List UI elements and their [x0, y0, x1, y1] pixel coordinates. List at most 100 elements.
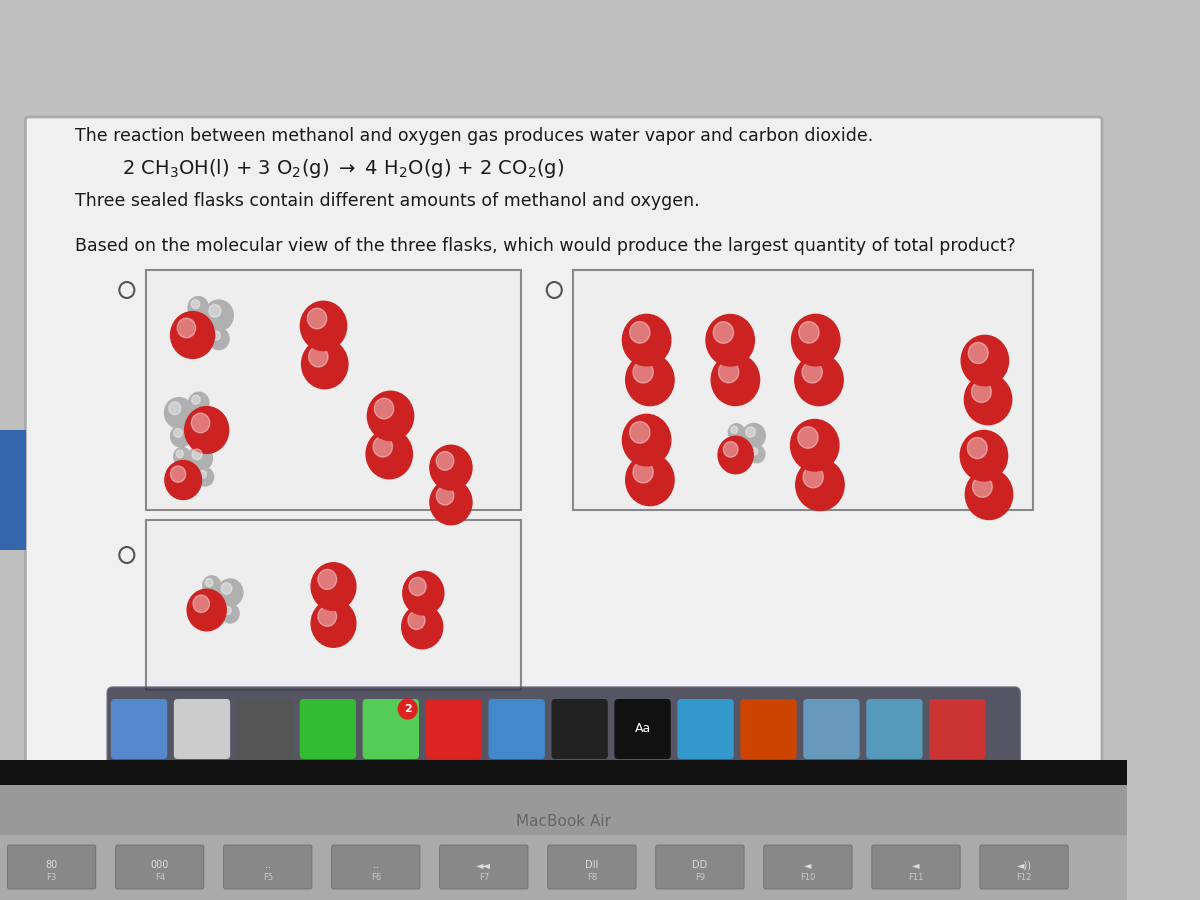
Circle shape: [300, 302, 347, 351]
Text: ..: ..: [373, 860, 379, 870]
FancyBboxPatch shape: [331, 845, 420, 889]
FancyBboxPatch shape: [426, 699, 482, 759]
Circle shape: [718, 436, 754, 473]
Text: 2 CH$_3$OH(l) + 3 O$_2$(g) $\rightarrow$ 4 H$_2$O(g) + 2 CO$_2$(g): 2 CH$_3$OH(l) + 3 O$_2$(g) $\rightarrow$…: [122, 157, 564, 180]
Text: F12: F12: [1016, 874, 1032, 883]
FancyBboxPatch shape: [872, 845, 960, 889]
Circle shape: [960, 430, 1008, 481]
Circle shape: [630, 421, 650, 443]
FancyBboxPatch shape: [110, 699, 167, 759]
Text: 2: 2: [404, 704, 412, 714]
FancyBboxPatch shape: [677, 699, 733, 759]
Text: DII: DII: [586, 860, 599, 870]
Bar: [145, 270, 522, 510]
Circle shape: [430, 446, 472, 490]
Circle shape: [191, 413, 210, 433]
Circle shape: [798, 427, 818, 448]
Circle shape: [197, 468, 214, 486]
Circle shape: [374, 398, 394, 418]
Text: F9: F9: [695, 874, 704, 883]
Text: F4: F4: [155, 874, 164, 883]
Text: F10: F10: [800, 874, 816, 883]
Circle shape: [308, 346, 328, 367]
Circle shape: [632, 462, 653, 483]
FancyBboxPatch shape: [803, 699, 859, 759]
Circle shape: [180, 464, 197, 482]
Text: Aa: Aa: [635, 723, 650, 735]
Circle shape: [437, 452, 454, 471]
FancyBboxPatch shape: [488, 699, 545, 759]
Circle shape: [318, 570, 337, 590]
Circle shape: [174, 428, 182, 437]
Circle shape: [713, 321, 733, 343]
FancyBboxPatch shape: [174, 699, 230, 759]
Circle shape: [217, 579, 242, 607]
Circle shape: [791, 419, 839, 471]
Bar: [574, 270, 1033, 510]
Circle shape: [373, 436, 392, 457]
Circle shape: [187, 414, 208, 436]
Circle shape: [223, 607, 232, 615]
FancyBboxPatch shape: [763, 845, 852, 889]
Text: F8: F8: [587, 874, 596, 883]
FancyBboxPatch shape: [300, 699, 356, 759]
Circle shape: [192, 395, 200, 404]
FancyBboxPatch shape: [107, 687, 1020, 771]
Text: F6: F6: [371, 874, 380, 883]
Circle shape: [178, 319, 196, 338]
Circle shape: [403, 572, 444, 615]
Circle shape: [965, 469, 1013, 519]
Text: ◄)): ◄)): [1016, 860, 1032, 870]
FancyBboxPatch shape: [7, 845, 96, 889]
Text: ◄: ◄: [804, 860, 811, 870]
Text: ◄◄: ◄◄: [476, 860, 491, 870]
Circle shape: [176, 450, 184, 457]
Text: Three sealed flasks contain different amounts of methanol and oxygen.: Three sealed flasks contain different am…: [76, 192, 700, 210]
FancyBboxPatch shape: [547, 845, 636, 889]
Circle shape: [205, 579, 212, 587]
FancyBboxPatch shape: [740, 699, 797, 759]
Circle shape: [188, 392, 209, 414]
Circle shape: [187, 590, 227, 631]
Circle shape: [301, 339, 348, 389]
Circle shape: [736, 443, 743, 450]
Circle shape: [706, 314, 755, 366]
Circle shape: [164, 398, 193, 428]
Circle shape: [961, 336, 1008, 386]
Circle shape: [191, 417, 199, 426]
Circle shape: [731, 427, 738, 434]
Circle shape: [796, 459, 844, 510]
Circle shape: [221, 604, 239, 623]
FancyBboxPatch shape: [236, 699, 293, 759]
Circle shape: [185, 407, 229, 454]
Circle shape: [968, 342, 988, 364]
Text: 000: 000: [150, 860, 169, 870]
Circle shape: [204, 300, 233, 330]
Text: The reaction between methanol and oxygen gas produces water vapor and carbon dio: The reaction between methanol and oxygen…: [76, 127, 874, 145]
Circle shape: [408, 611, 425, 629]
Circle shape: [745, 427, 755, 437]
Circle shape: [751, 448, 758, 455]
Bar: [0, 760, 1127, 785]
Circle shape: [205, 595, 223, 614]
Circle shape: [191, 318, 211, 339]
Circle shape: [191, 300, 199, 309]
Text: DD: DD: [692, 860, 708, 870]
Text: F7: F7: [479, 874, 488, 883]
Circle shape: [182, 466, 190, 474]
Circle shape: [724, 442, 738, 457]
Circle shape: [311, 562, 356, 610]
Circle shape: [398, 699, 418, 719]
Circle shape: [972, 382, 991, 402]
Bar: [0, 430, 26, 550]
Circle shape: [221, 583, 232, 594]
Circle shape: [212, 331, 221, 340]
Text: F3: F3: [47, 874, 56, 883]
Circle shape: [409, 578, 426, 596]
Circle shape: [625, 454, 674, 506]
Circle shape: [623, 414, 671, 466]
Circle shape: [625, 354, 674, 406]
Circle shape: [719, 361, 739, 382]
Circle shape: [194, 321, 203, 330]
Circle shape: [967, 437, 988, 459]
